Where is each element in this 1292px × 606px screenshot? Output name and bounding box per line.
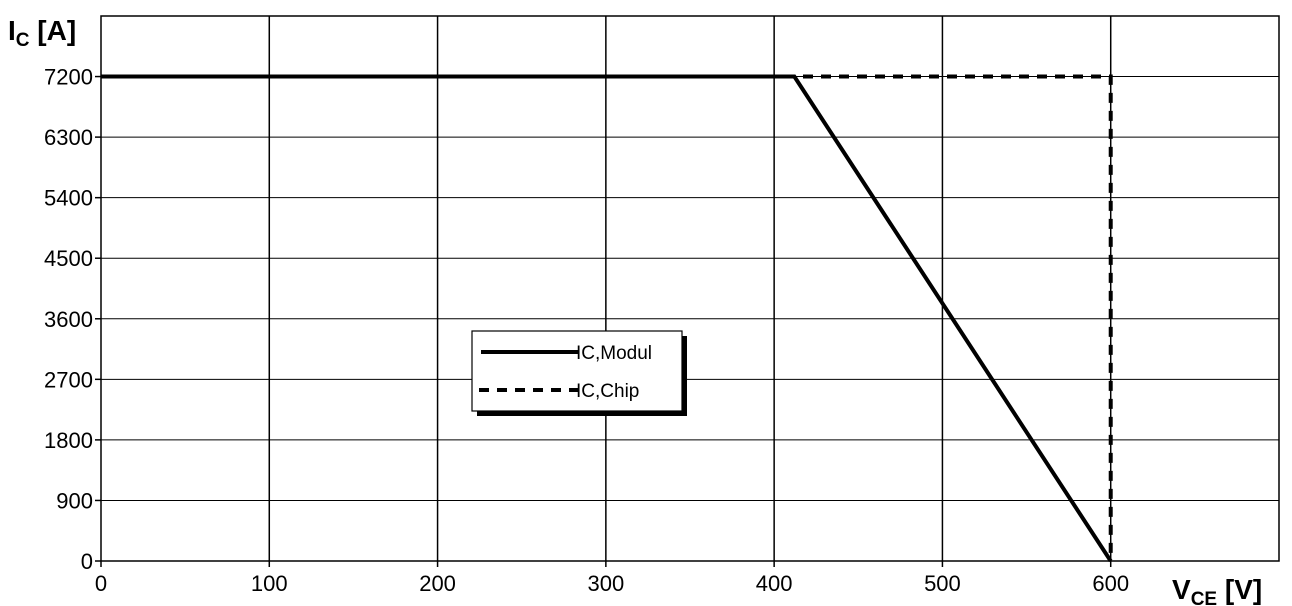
x-tick-label: 0 — [95, 571, 107, 596]
y-tick-label: 5400 — [44, 186, 93, 211]
x-tick-label: 400 — [756, 571, 793, 596]
series-line-modul — [101, 74, 1113, 563]
y-axis-label: IC [A] — [8, 15, 76, 51]
series-lines — [101, 74, 1113, 563]
y-tick-label: 900 — [56, 488, 93, 513]
x-tick-labels: 0 100 200 300 400 500 600 — [95, 561, 1129, 596]
x-axis-label-main: V — [1172, 574, 1191, 605]
plot-area-border — [100, 15, 1280, 562]
y-tick-label: 0 — [81, 549, 93, 574]
x-axis-label: VCE [V] — [1172, 574, 1262, 606]
x-axis-label-unit: [V] — [1217, 574, 1262, 605]
legend-box — [471, 330, 683, 412]
legend: IC,Modul IC,Chip — [471, 330, 687, 416]
grid-lines — [101, 16, 1279, 561]
y-tick-label: 4500 — [44, 246, 93, 271]
y-tick-label: 2700 — [44, 367, 93, 392]
x-tick-label: 200 — [419, 571, 456, 596]
y-axis-label-unit: [A] — [30, 15, 77, 46]
y-tick-label: 6300 — [44, 125, 93, 150]
y-tick-label: 3600 — [44, 307, 93, 332]
x-tick-label: 300 — [587, 571, 624, 596]
x-tick-label: 600 — [1092, 571, 1129, 596]
y-tick-label: 1800 — [44, 428, 93, 453]
series-line-chip — [101, 74, 1113, 561]
x-tick-label: 500 — [924, 571, 961, 596]
x-tick-label: 100 — [251, 571, 288, 596]
y-axis-label-sub: C — [16, 30, 30, 51]
y-tick-label: 7200 — [44, 65, 93, 90]
y-tick-labels: 0 900 1800 2700 3600 4500 5400 6300 7200 — [44, 65, 101, 574]
legend-label-chip: IC,Chip — [576, 381, 639, 402]
x-axis-label-sub: CE — [1191, 589, 1217, 606]
legend-label-modul: IC,Modul — [576, 343, 652, 364]
y-axis-label-main: I — [8, 15, 16, 46]
